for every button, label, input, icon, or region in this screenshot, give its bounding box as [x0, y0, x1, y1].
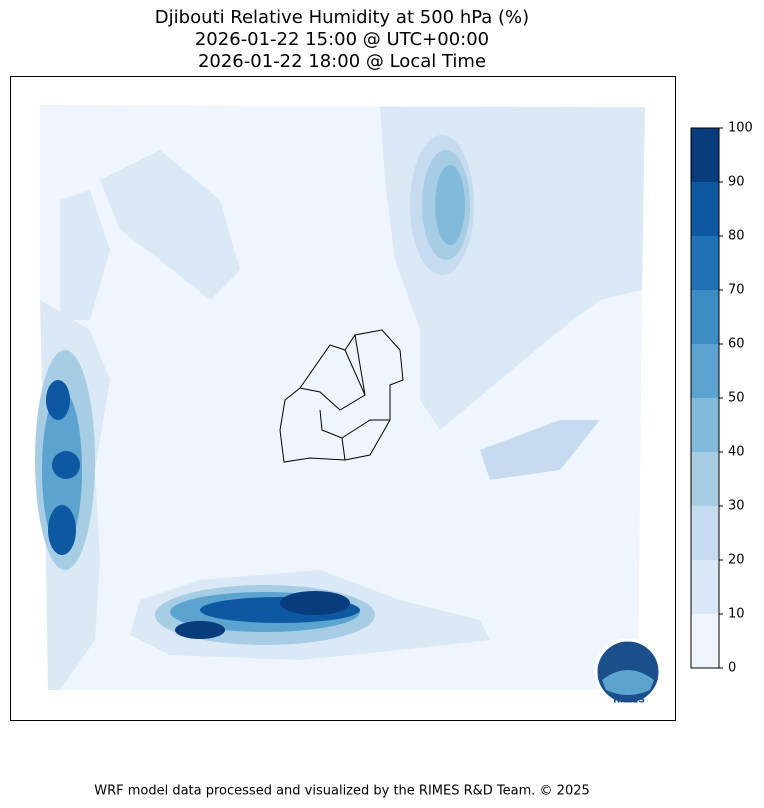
- colorbar-tick-label: 100: [728, 121, 753, 136]
- title-line: Djibouti Relative Humidity at 500 hPa (%…: [155, 7, 529, 28]
- logo-label: RIMES: [613, 696, 645, 706]
- colorbar-segment: [691, 128, 719, 182]
- colorbar-segment: [691, 560, 719, 614]
- colorbar-segment: [691, 614, 719, 668]
- colorbar-segment: [691, 506, 719, 560]
- colorbar-tick-label: 10: [728, 607, 745, 622]
- title-line: 2026-01-22 15:00 @ UTC+00:00: [195, 29, 489, 50]
- title-line: 2026-01-22 18:00 @ Local Time: [198, 51, 486, 72]
- colorbar-segment: [691, 344, 719, 398]
- colorbar-segment: [691, 398, 719, 452]
- map: RIMES: [35, 105, 662, 706]
- colorbar-segment: [691, 290, 719, 344]
- colorbar-segment: [691, 182, 719, 236]
- colorbar-tick-label: 20: [728, 553, 745, 568]
- colorbar-segment: [691, 452, 719, 506]
- colorbar: 0 10 20 30 40 50 60 70 80 90 100: [690, 121, 753, 676]
- colorbar-tick-label: 70: [728, 283, 745, 298]
- colorbar-tick-label: 0: [728, 661, 736, 676]
- colorbar-tick-label: 90: [728, 175, 745, 190]
- colorbar-segment: [691, 236, 719, 290]
- colorbar-tick-label: 40: [728, 445, 745, 460]
- footer: WRF model data processed and visualized …: [94, 784, 590, 799]
- colorbar-tick-label: 30: [728, 499, 745, 514]
- colorbar-tick-label: 50: [728, 391, 745, 406]
- colorbar-tick-label: 60: [728, 337, 745, 352]
- colorbar-tick-label: 80: [728, 229, 745, 244]
